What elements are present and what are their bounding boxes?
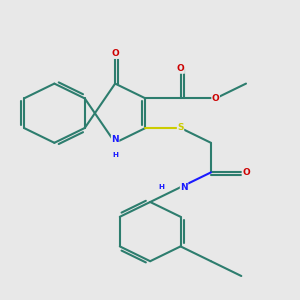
Text: O: O: [242, 168, 250, 177]
Text: O: O: [111, 50, 119, 58]
Text: H: H: [158, 184, 164, 190]
Text: O: O: [177, 64, 184, 73]
Text: S: S: [177, 124, 184, 133]
Text: N: N: [180, 183, 188, 192]
Text: N: N: [111, 135, 119, 144]
Text: O: O: [212, 94, 220, 103]
Text: H: H: [112, 152, 118, 158]
